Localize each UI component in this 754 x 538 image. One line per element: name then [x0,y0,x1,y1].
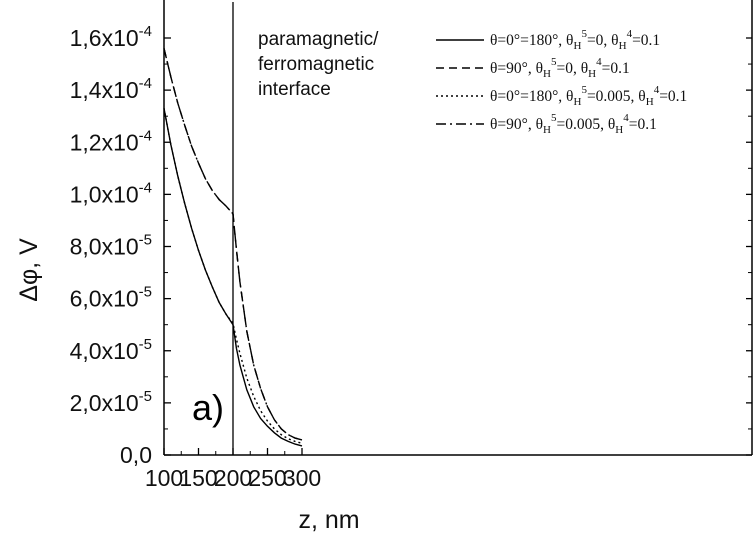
panel-label: a) [192,387,224,428]
legend: θ=0°=180°, θH5=0, θH4=0.1 θ=90°, θH5=0, θ… [436,28,687,136]
y-tick-label: 6,0x10-5 [70,284,152,312]
annotation-line-1: paramagnetic/ [258,29,379,50]
annotation-line-3: interface [258,79,331,100]
legend-label-3: θ=0°=180°, θH5=0.005, θH4=0.1 [490,84,687,108]
x-tick-label: 250 [248,465,286,491]
y-tick-label: 1,2x10-4 [70,127,152,155]
y-tick-label: 1,6x10-4 [70,23,152,51]
series-layer [163,48,303,447]
y-tick-label: 8,0x10-5 [70,232,152,260]
x-axis-title: z, nm [298,506,359,534]
y-tick-label: 2,0x10-5 [70,388,152,416]
x-tick-label: 150 [179,465,217,491]
annotation-line-2: ferromagnetic [258,54,374,75]
x-tick-label: 100 [145,465,183,491]
y-axis-title: Δφ, V [15,238,43,302]
x-tick-label: 300 [283,465,321,491]
series-line-2 [163,48,303,441]
x-tick-label: 200 [214,465,252,491]
y-tick-label: 4,0x10-5 [70,336,152,364]
legend-label-4: θ=90°, θH5=0.005, θH4=0.1 [490,112,657,136]
y-tick-label: 0,0 [120,442,152,468]
y-tick-label: 1,4x10-4 [70,75,152,103]
interface-annotation: paramagnetic/ferromagnetic interface [258,29,379,100]
y-tick-label: 1,0x10-4 [70,179,152,207]
legend-label-2: θ=90°, θH5=0, θH4=0.1 [490,56,630,80]
legend-label-1: θ=0°=180°, θH5=0, θH4=0.1 [490,28,660,52]
series-line-3 [163,108,303,444]
